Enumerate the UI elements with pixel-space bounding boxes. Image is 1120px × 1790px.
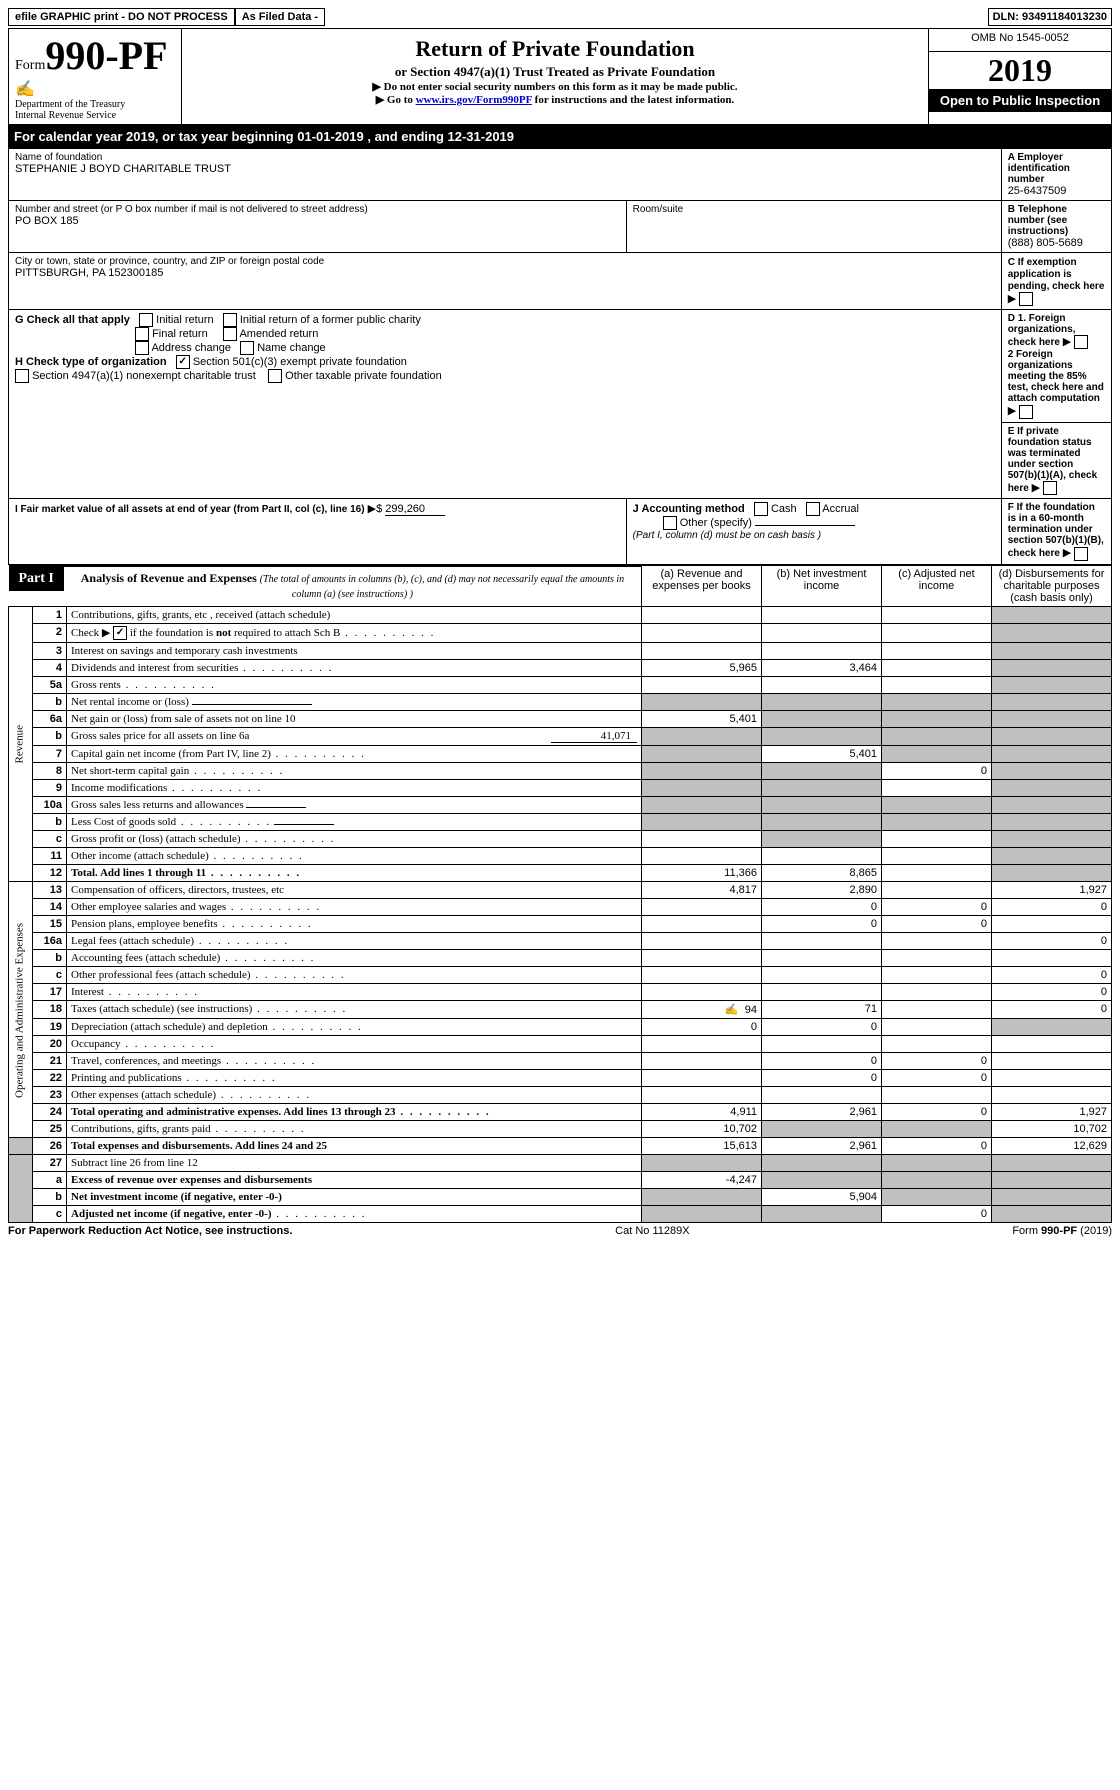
g-initial-former[interactable] xyxy=(223,313,237,327)
pencil-icon: ✍ xyxy=(725,1004,739,1016)
part1-title-note: (The total of amounts in columns (b), (c… xyxy=(260,574,624,600)
ein-value: 25-6437509 xyxy=(1008,185,1105,197)
footer-right: Form 990-PF (2019) xyxy=(1012,1225,1112,1237)
name-label: Name of foundation xyxy=(15,152,995,163)
part1-tag: Part I xyxy=(9,567,64,591)
calendar-year-line: For calendar year 2019, or tax year begi… xyxy=(8,125,1112,148)
ssn-warning: ▶ Do not enter social security numbers o… xyxy=(188,80,922,93)
g-address[interactable] xyxy=(135,341,149,355)
d2-checkbox[interactable] xyxy=(1019,405,1033,419)
omb-number: OMB No 1545-0052 xyxy=(929,29,1112,52)
city-value: PITTSBURGH, PA 152300185 xyxy=(15,267,995,279)
j-accrual[interactable] xyxy=(806,502,820,516)
instructions-link-line: ▶ Go to www.irs.gov/Form990PF for instru… xyxy=(188,93,922,106)
f-label: F If the foundation is in a 60-month ter… xyxy=(1008,502,1105,560)
phone-label: B Telephone number (see instructions) xyxy=(1008,204,1105,237)
expenses-side-label: Operating and Administrative Expenses xyxy=(9,882,33,1138)
open-to-public: Open to Public Inspection xyxy=(929,89,1111,112)
h-row: H Check type of organization Section 501… xyxy=(15,355,995,369)
addr-value: PO BOX 185 xyxy=(15,215,620,227)
c-label: C If exemption application is pending, c… xyxy=(1008,257,1105,292)
c-checkbox[interactable] xyxy=(1019,292,1033,306)
schb-checkbox[interactable] xyxy=(113,626,127,640)
ein-label: A Employer identification number xyxy=(1008,152,1105,185)
col-d-header: (d) Disbursements for charitable purpose… xyxy=(992,565,1112,606)
form-subtitle: or Section 4947(a)(1) Trust Treated as P… xyxy=(188,64,922,80)
j-other[interactable] xyxy=(663,516,677,530)
room-label: Room/suite xyxy=(633,204,995,215)
col-c-header: (c) Adjusted net income xyxy=(882,565,992,606)
irs-label: Internal Revenue Service xyxy=(15,110,175,121)
form-header: Form990-PF ✍ Department of the Treasury … xyxy=(8,28,1112,125)
g-amended[interactable] xyxy=(223,327,237,341)
col-b-header: (b) Net investment income xyxy=(762,565,882,606)
h-other[interactable] xyxy=(268,369,282,383)
efile-topbar: efile GRAPHIC print - DO NOT PROCESS As … xyxy=(8,8,1112,26)
form-number: Form990-PF xyxy=(15,32,175,79)
asfiled-label: As Filed Data - xyxy=(235,8,325,26)
part1-title: Analysis of Revenue and Expenses xyxy=(81,571,257,585)
addr-label: Number and street (or P O box number if … xyxy=(15,204,620,215)
g-name[interactable] xyxy=(240,341,254,355)
col-a-header: (a) Revenue and expenses per books xyxy=(642,565,762,606)
d1-label: D 1. Foreign organizations, check here ▶ xyxy=(1008,313,1105,349)
revenue-side-label: Revenue xyxy=(9,606,33,881)
dept-treasury: Department of the Treasury xyxy=(15,99,175,110)
j-cash[interactable] xyxy=(754,502,768,516)
page-footer: For Paperwork Reduction Act Notice, see … xyxy=(8,1223,1112,1237)
g-initial[interactable] xyxy=(139,313,153,327)
form-title: Return of Private Foundation xyxy=(188,36,922,62)
h-4947[interactable] xyxy=(15,369,29,383)
e-checkbox[interactable] xyxy=(1043,481,1057,495)
dln: DLN: 93491184013230 xyxy=(988,8,1112,26)
footer-left: For Paperwork Reduction Act Notice, see … xyxy=(8,1225,292,1237)
g-row: G Check all that apply Initial return In… xyxy=(15,313,995,327)
tax-year: 2019 xyxy=(929,52,1111,89)
i-value: 299,260 xyxy=(385,503,445,516)
phone-value: (888) 805-5689 xyxy=(1008,237,1105,249)
footer-mid: Cat No 11289X xyxy=(615,1225,689,1237)
e-label: E If private foundation status was termi… xyxy=(1008,426,1105,495)
h-501c3[interactable] xyxy=(176,355,190,369)
i-label: I Fair market value of all assets at end… xyxy=(15,504,365,515)
instructions-link[interactable]: www.irs.gov/Form990PF xyxy=(416,94,532,106)
city-label: City or town, state or province, country… xyxy=(15,256,995,267)
foundation-name: STEPHANIE J BOYD CHARITABLE TRUST xyxy=(15,163,995,175)
g-final[interactable] xyxy=(135,327,149,341)
entity-block: Name of foundation STEPHANIE J BOYD CHAR… xyxy=(8,148,1112,565)
part1-table: Part I Analysis of Revenue and Expenses … xyxy=(8,565,1112,1223)
f-checkbox[interactable] xyxy=(1074,547,1088,561)
d1-checkbox[interactable] xyxy=(1074,335,1088,349)
efile-label: efile GRAPHIC print - DO NOT PROCESS xyxy=(8,8,235,26)
d2-label: 2 Foreign organizations meeting the 85% … xyxy=(1008,349,1105,418)
j-note: (Part I, column (d) must be on cash basi… xyxy=(633,530,995,541)
